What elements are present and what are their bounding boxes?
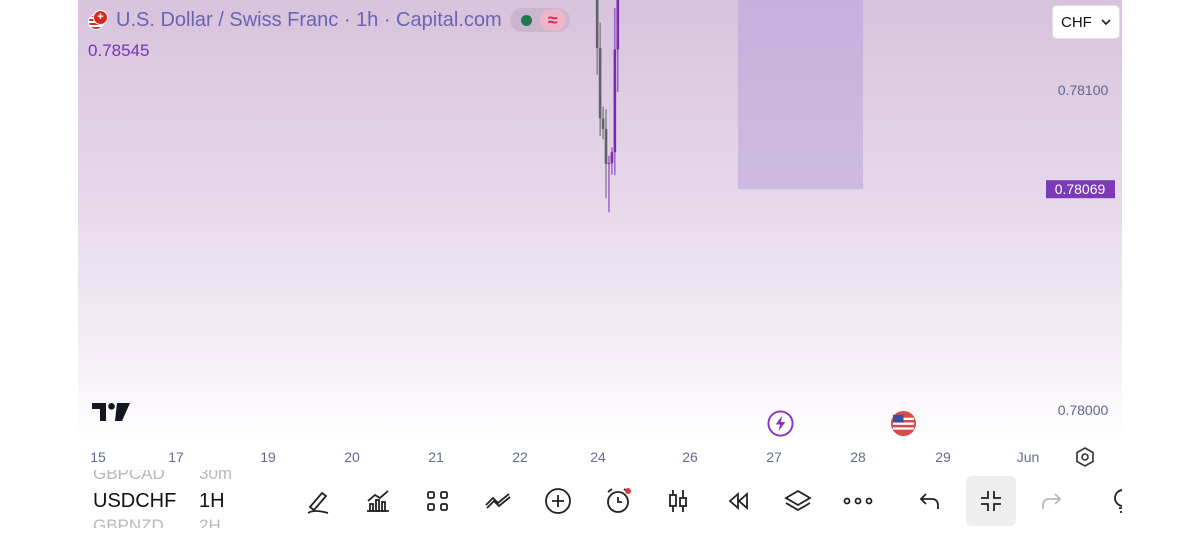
us-flag-icon[interactable]: [890, 410, 917, 437]
symbol-next: GBPNZD: [93, 516, 164, 528]
symbol-prev: GBPCAD: [93, 470, 165, 483]
candles-icon[interactable]: [653, 476, 703, 526]
interval-current[interactable]: 1H: [199, 490, 225, 512]
time-label: 19: [260, 449, 276, 465]
pen-icon[interactable]: [293, 476, 343, 526]
currency-select-value: CHF: [1061, 13, 1092, 31]
bottom-toolbar: [78, 472, 1122, 528]
target-badge: [1046, 180, 1115, 199]
price-label: 0.78100: [1058, 82, 1109, 98]
layers-icon[interactable]: [773, 476, 823, 526]
lightning-icon[interactable]: [767, 410, 794, 437]
candle-body: [616, 0, 620, 50]
symbol-title[interactable]: U.S. Dollar / Swiss Franc · 1h · Capital…: [116, 8, 502, 31]
tradingview-logo[interactable]: [92, 403, 130, 423]
time-label: 17: [168, 449, 184, 465]
status-pill[interactable]: ≈: [509, 8, 570, 32]
layouts-icon[interactable]: [413, 476, 463, 526]
patterns-icon[interactable]: [473, 476, 523, 526]
alarm-icon[interactable]: [593, 476, 643, 526]
undo-icon[interactable]: [905, 476, 955, 526]
price-chart[interactable]: 0.790000.789000.788000.787000.786000.784…: [78, 0, 1122, 470]
collapse-icon[interactable]: [966, 476, 1016, 526]
time-label: 15: [90, 449, 106, 465]
wave-icon: ≈: [539, 9, 566, 31]
interval-next: 2H: [199, 516, 221, 528]
time-label: 21: [428, 449, 444, 465]
candle-body: [604, 128, 608, 164]
plus-icon[interactable]: [533, 476, 583, 526]
time-label: Jun: [1016, 449, 1040, 465]
price-label: 0.78000: [1058, 402, 1109, 418]
candle-body: [607, 163, 611, 165]
candle-body: [601, 118, 605, 129]
candle-body: [610, 152, 614, 164]
time-label: 22: [512, 449, 528, 465]
settings-icon[interactable]: [1074, 446, 1096, 468]
bulb-icon[interactable]: [1098, 476, 1122, 526]
chart-header: + U.S. Dollar / Swiss Franc · 1h · Capit…: [88, 8, 570, 32]
time-label: 27: [766, 449, 782, 465]
symbol-interval-picker[interactable]: GBPCAD 30m USDCHF 1H GBPNZD 2H: [78, 470, 278, 528]
redo-icon[interactable]: [1026, 476, 1076, 526]
currency-select[interactable]: CHF: [1053, 6, 1119, 38]
time-label: 29: [935, 449, 951, 465]
time-label: 20: [344, 449, 360, 465]
time-label: 26: [682, 449, 698, 465]
usd-chf-flag-icon: +: [88, 10, 108, 30]
chevron-down-icon: [1101, 18, 1111, 25]
candle-body: [595, 0, 599, 49]
indicators-icon[interactable]: [353, 476, 403, 526]
candle-body: [598, 48, 602, 119]
target-badge-text: 0.78069: [1055, 181, 1106, 197]
more-icon[interactable]: [833, 476, 883, 526]
time-label: 24: [590, 449, 606, 465]
chart-app: 0.790000.789000.788000.787000.786000.784…: [78, 0, 1122, 528]
replay-icon[interactable]: [713, 476, 763, 526]
green-dot-icon: [514, 9, 540, 31]
interval-prev: 30m: [199, 470, 233, 483]
last-price: 0.78545: [88, 41, 150, 60]
profit-zone[interactable]: [738, 0, 863, 190]
symbol-current[interactable]: USDCHF: [93, 490, 177, 512]
time-label: 28: [850, 449, 866, 465]
candle-body: [613, 49, 617, 153]
